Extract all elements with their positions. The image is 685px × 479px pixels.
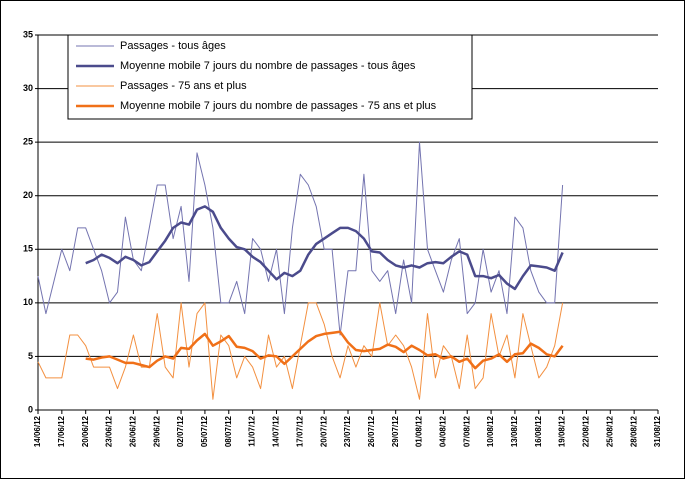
x-tick-label: 04/08/12 [438, 415, 447, 447]
x-tick-label: 23/06/12 [105, 415, 114, 447]
y-tick-label: 20 [23, 190, 33, 200]
x-tick-label: 20/07/12 [319, 415, 328, 447]
x-tick-label: 07/08/12 [462, 415, 471, 447]
x-tick-label: 13/08/12 [510, 415, 519, 447]
legend-box [67, 34, 473, 120]
x-tick-label: 19/08/12 [558, 415, 567, 447]
legend-label: Passages - 75 ans et plus [120, 80, 247, 92]
x-tick-label: 08/07/12 [224, 415, 233, 447]
y-tick-label: 15 [23, 244, 33, 254]
x-tick-label: 14/07/12 [272, 415, 281, 447]
series-line [37, 141, 564, 336]
x-tick-label: 10/08/12 [486, 415, 495, 447]
legend-label: Moyenne mobile 7 jours du nombre de pass… [120, 60, 416, 72]
y-tick-label: 5 [28, 351, 33, 361]
x-tick-label: 01/08/12 [415, 415, 424, 447]
y-tick-label: 25 [23, 137, 33, 147]
x-tick-label: 26/06/12 [128, 415, 137, 447]
x-tick-label: 25/08/12 [605, 415, 614, 447]
x-tick-label: 17/06/12 [57, 415, 66, 447]
y-tick-label: 0 [28, 404, 33, 414]
x-tick-label: 29/07/12 [391, 415, 400, 447]
x-tick-label: 22/08/12 [582, 415, 591, 447]
x-tick-label: 20/06/12 [81, 415, 90, 447]
y-tick-label: 35 [23, 29, 33, 39]
series-line [37, 302, 564, 400]
x-tick-label: 23/07/12 [343, 415, 352, 447]
x-tick-label: 11/07/12 [248, 415, 257, 446]
legend-label: Passages - tous âges [120, 40, 226, 52]
x-tick-label: 05/07/12 [200, 415, 209, 447]
x-tick-label: 16/08/12 [534, 415, 543, 447]
series-line [85, 205, 564, 291]
x-tick-label: 14/06/12 [33, 415, 42, 447]
series-line [85, 330, 564, 370]
x-tick-label: 29/06/12 [152, 415, 161, 447]
x-tick-label: 02/07/12 [176, 415, 185, 447]
x-tick-label: 17/07/12 [295, 415, 304, 447]
legend-label: Moyenne mobile 7 jours du nombre de pass… [120, 100, 437, 112]
y-tick-label: 30 [23, 83, 33, 93]
x-tick-label: 28/08/12 [629, 415, 638, 447]
x-tick-label: 26/07/12 [367, 415, 376, 447]
x-tick-label: 31/08/12 [653, 415, 662, 447]
y-tick-label: 10 [23, 297, 33, 307]
